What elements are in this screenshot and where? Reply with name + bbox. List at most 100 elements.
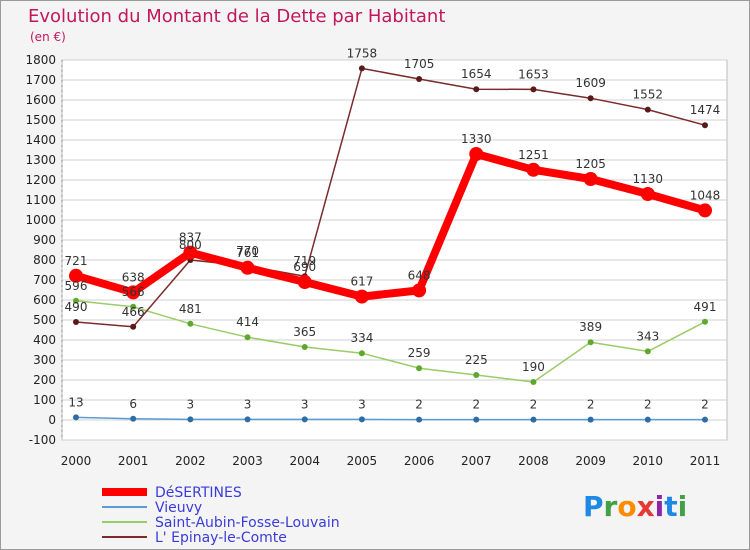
x-tick-label: 2008 <box>518 454 549 468</box>
series-point <box>640 187 655 201</box>
y-tick-label: 1000 <box>25 213 56 227</box>
y-axis-ticks: -100 0 100 200 300 400 500 600 700 800 900 1000 1100… <box>25 53 56 447</box>
data-label: 1705 <box>404 57 435 71</box>
data-label: 490 <box>65 300 88 314</box>
data-label: 389 <box>579 320 602 334</box>
x-tick-label: 2004 <box>289 454 320 468</box>
legend-label: Vieuvy <box>155 500 202 516</box>
series-point <box>644 416 651 423</box>
series-point <box>530 379 537 385</box>
data-label: 259 <box>408 346 431 360</box>
data-label: 690 <box>293 260 316 274</box>
data-label: 190 <box>522 360 545 374</box>
data-label: 1205 <box>575 157 606 171</box>
data-label: 1654 <box>461 67 492 81</box>
x-tick-label: 2006 <box>404 454 435 468</box>
series-line <box>74 150 707 301</box>
series-point <box>530 86 537 93</box>
legend: DéSERTINESVieuvySaint-Aubin-Fosse-Louvai… <box>102 485 340 546</box>
data-label: 2 <box>644 398 652 412</box>
data-label: 365 <box>293 325 316 339</box>
series-point <box>412 283 427 298</box>
chart-subtitle: (en €) <box>30 30 66 44</box>
series-point <box>416 416 423 423</box>
series-point <box>644 348 651 355</box>
series-line <box>75 67 706 328</box>
y-tick-label: 100 <box>33 393 56 407</box>
y-tick-label: 300 <box>33 353 56 367</box>
data-label: 414 <box>236 315 259 329</box>
data-label: 2 <box>701 398 709 412</box>
series-point <box>473 372 480 378</box>
series-point <box>301 344 308 350</box>
series-point <box>69 268 83 283</box>
y-tick-label: 1600 <box>25 93 56 107</box>
series-point <box>583 172 598 186</box>
series-point <box>358 416 365 423</box>
series-point <box>469 147 484 161</box>
series-point <box>187 416 194 423</box>
data-label: 1609 <box>575 76 606 90</box>
data-label: 770 <box>236 244 259 258</box>
x-tick-label: 2010 <box>633 454 664 468</box>
series-point <box>416 76 423 82</box>
y-tick-label: 1400 <box>25 133 56 147</box>
y-tick-label: 800 <box>33 253 56 267</box>
data-label: 1552 <box>633 88 664 102</box>
data-label: 617 <box>350 275 373 289</box>
plot-area <box>61 59 728 441</box>
series-line <box>75 416 705 421</box>
series-point <box>244 334 251 341</box>
series-point <box>130 303 137 310</box>
y-tick-label: -100 <box>29 433 56 447</box>
series-point <box>530 416 537 423</box>
data-label: 13 <box>68 395 83 409</box>
series-point <box>587 95 594 102</box>
series-point <box>644 106 651 113</box>
x-tick-label: 2009 <box>575 454 606 468</box>
y-tick-label: 1100 <box>25 193 56 207</box>
series-point <box>73 414 79 421</box>
y-tick-label: 500 <box>33 313 56 327</box>
data-label: 3 <box>301 397 309 411</box>
data-label: 1048 <box>690 188 721 202</box>
series-point <box>526 162 541 177</box>
data-label: 1474 <box>690 103 721 117</box>
data-label: 596 <box>65 279 88 293</box>
data-label: 566 <box>122 285 145 299</box>
series-point <box>702 416 708 423</box>
data-label: 648 <box>408 268 431 282</box>
data-label: 1653 <box>518 67 549 81</box>
data-label: 3 <box>358 397 366 411</box>
x-tick-label: 2000 <box>61 454 92 468</box>
proxiti-logo: Proxiti <box>583 490 687 523</box>
data-label: 719 <box>293 254 316 268</box>
y-tick-label: 1800 <box>25 53 56 67</box>
series-point <box>244 416 251 423</box>
series-point <box>702 318 708 325</box>
data-label: 761 <box>236 246 259 260</box>
y-tick-label: 600 <box>33 293 56 307</box>
series-point <box>416 365 423 372</box>
data-label: 343 <box>636 329 659 343</box>
y-tick-label: 1300 <box>25 153 56 167</box>
series-point <box>130 323 137 330</box>
x-tick-label: 2001 <box>118 454 149 468</box>
y-tick-label: 200 <box>33 373 56 387</box>
data-label: 466 <box>122 305 145 319</box>
series-point <box>354 289 369 304</box>
x-tick-label: 2002 <box>175 454 206 468</box>
data-labels: 13 6 3 3 3 3 2 2 2 2 2 2 596 566 481 414 365 334 259 225 190… <box>65 46 721 411</box>
series-point <box>358 65 365 72</box>
y-tick-label: 0 <box>48 413 56 427</box>
data-label: 2 <box>472 398 480 412</box>
data-label: 1130 <box>633 172 664 186</box>
data-label: 225 <box>465 353 488 367</box>
chart-title: Evolution du Montant de la Dette par Hab… <box>28 6 445 27</box>
plot-background <box>61 59 728 441</box>
y-tick-label: 900 <box>33 233 56 247</box>
data-label: 2 <box>587 398 595 412</box>
y-tick-label: 1200 <box>25 173 56 187</box>
series-line <box>75 300 706 383</box>
data-label: 6 <box>129 397 137 411</box>
